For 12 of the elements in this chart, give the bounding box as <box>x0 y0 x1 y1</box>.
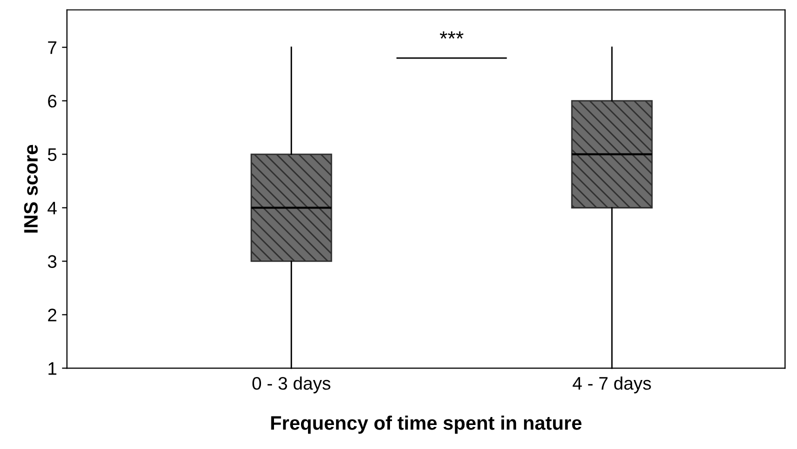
x-tick-label: 0 - 3 days <box>252 376 330 394</box>
x-axis-title: Frequency of time spent in nature <box>271 416 582 434</box>
y-tick-label: 5 <box>48 148 56 161</box>
y-tick-label: 7 <box>48 41 56 54</box>
annotation: *** <box>440 31 464 39</box>
y-tick-label: 1 <box>48 362 56 375</box>
y-tick-label: 4 <box>48 202 57 214</box>
y-tick-label: 2 <box>48 308 56 322</box>
y-tick-label: 6 <box>48 94 56 108</box>
y-axis-title: INS score <box>24 144 38 233</box>
x-tick-label: 4 - 7 days <box>572 376 651 394</box>
y-tick-label: 3 <box>48 255 56 268</box>
